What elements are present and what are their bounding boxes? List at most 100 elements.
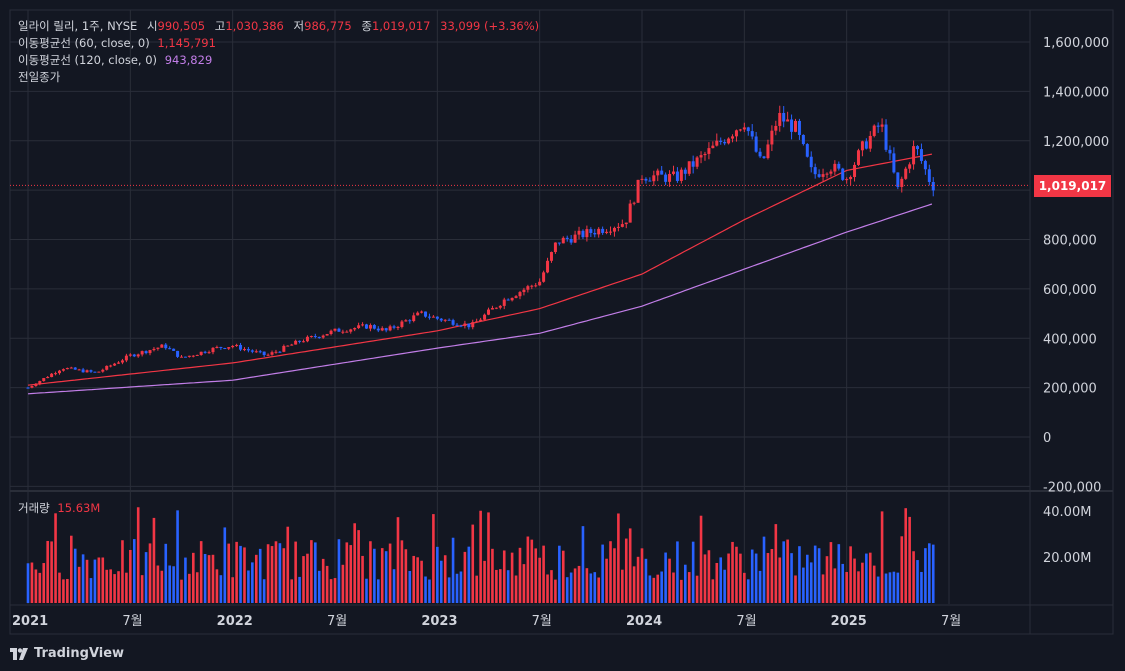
high-label: 고 bbox=[214, 19, 226, 33]
volume-bar bbox=[743, 572, 746, 603]
candle-body bbox=[829, 171, 833, 174]
volume-bar bbox=[715, 562, 719, 603]
volume-bar bbox=[243, 547, 246, 603]
candle-body bbox=[782, 112, 786, 122]
volume-bar bbox=[888, 572, 892, 603]
candle-body bbox=[691, 161, 695, 167]
candle-body bbox=[176, 350, 180, 357]
candle-body bbox=[376, 328, 380, 331]
candle-body bbox=[703, 153, 707, 156]
candle-body bbox=[353, 328, 357, 330]
candle-body bbox=[262, 351, 266, 356]
candle-body bbox=[801, 134, 805, 145]
candle-body bbox=[219, 346, 223, 348]
volume-bar bbox=[404, 549, 408, 603]
volume-bar bbox=[790, 553, 793, 603]
price-tick-label: -200,000 bbox=[1043, 480, 1101, 495]
candle-body bbox=[140, 351, 144, 355]
volume-bar bbox=[121, 540, 124, 603]
candle-body bbox=[483, 314, 487, 320]
candle-body bbox=[187, 355, 191, 357]
volume-bar bbox=[345, 542, 349, 603]
candle-body bbox=[502, 299, 506, 306]
volume-bar bbox=[876, 576, 880, 603]
candle-body bbox=[699, 155, 703, 158]
low-value: 986,775 bbox=[304, 19, 352, 33]
candle-body bbox=[593, 232, 597, 235]
candle-body bbox=[632, 202, 636, 204]
candle-body bbox=[687, 161, 691, 174]
price-chart[interactable]: 1,600,0001,400,0001,200,0001,000,000800,… bbox=[0, 0, 1125, 640]
candle-body bbox=[89, 370, 93, 372]
candle-body bbox=[211, 347, 215, 353]
ma120-label: 이동평균선 (120, close, 0) bbox=[18, 53, 158, 67]
volume-bar bbox=[605, 558, 608, 603]
volume-bar bbox=[160, 570, 164, 603]
ma120-row[interactable]: 이동평균선 (120, close, 0) 943,829 bbox=[18, 52, 539, 69]
volume-bar bbox=[73, 548, 77, 603]
volume-bar bbox=[373, 548, 376, 603]
candle-body bbox=[664, 174, 668, 182]
candle-body bbox=[195, 354, 199, 356]
volume-bar bbox=[526, 536, 530, 603]
volume-bar bbox=[558, 545, 561, 603]
candle-body bbox=[896, 172, 900, 187]
candle-body bbox=[652, 175, 656, 182]
volume-bar bbox=[538, 557, 541, 603]
candle-body bbox=[431, 316, 435, 318]
volume-bar bbox=[290, 579, 294, 603]
time-tick-label: 2022 bbox=[217, 614, 253, 629]
volume-bar bbox=[424, 576, 427, 603]
candle-body bbox=[384, 328, 388, 331]
ma60-row[interactable]: 이동평균선 (60, close, 0) 1,145,791 bbox=[18, 35, 539, 52]
prev-close-row[interactable]: 전일종가 bbox=[18, 69, 539, 86]
volume-bar bbox=[825, 556, 829, 603]
candle-body bbox=[65, 368, 69, 370]
volume-bar bbox=[46, 540, 49, 603]
volume-bar bbox=[420, 560, 423, 603]
candle-body bbox=[148, 350, 152, 354]
candle-body bbox=[817, 174, 821, 177]
volume-bar bbox=[695, 575, 699, 603]
candle-body bbox=[900, 178, 904, 187]
candle-body bbox=[908, 164, 912, 169]
candle-body bbox=[274, 351, 278, 353]
candle-body bbox=[569, 238, 573, 243]
volume-bar bbox=[282, 548, 286, 603]
volume-bar bbox=[861, 562, 864, 603]
tradingview-logo-icon bbox=[10, 647, 28, 660]
volume-bar bbox=[302, 556, 305, 603]
volume-bar bbox=[601, 544, 604, 603]
candle-body bbox=[215, 346, 219, 348]
open-label: 시 bbox=[146, 19, 158, 33]
volume-bar bbox=[384, 551, 388, 603]
volume-bar bbox=[203, 553, 207, 603]
volume-bar bbox=[931, 544, 935, 603]
volume-bar bbox=[136, 507, 140, 603]
candle-body bbox=[392, 326, 396, 328]
volume-bar bbox=[621, 569, 624, 603]
volume-bar bbox=[357, 530, 360, 603]
volume-bar bbox=[132, 539, 136, 603]
candle-body bbox=[833, 163, 837, 172]
volume-bar bbox=[66, 578, 69, 603]
candle-body bbox=[109, 365, 113, 367]
tradingview-brand[interactable]: TradingView bbox=[10, 646, 124, 661]
volume-bar bbox=[593, 572, 597, 603]
volume-bar bbox=[97, 557, 101, 603]
volume-bar bbox=[156, 565, 160, 603]
candle-body bbox=[518, 292, 522, 297]
change-value: 33,099 (+3.36%) bbox=[440, 19, 540, 33]
volume-bar bbox=[85, 559, 89, 603]
volume-bar bbox=[152, 517, 156, 603]
volume-bar bbox=[813, 545, 817, 603]
volume-bar bbox=[739, 553, 742, 603]
candle-body bbox=[101, 369, 105, 372]
volume-legend[interactable]: 거래량 15.63M bbox=[18, 500, 100, 516]
volume-bar bbox=[69, 535, 73, 603]
ma60-value: 1,145,791 bbox=[157, 36, 216, 50]
volume-bar bbox=[491, 548, 494, 603]
candle-body bbox=[750, 131, 754, 137]
volume-bar bbox=[530, 539, 534, 603]
volume-bar bbox=[325, 565, 329, 603]
